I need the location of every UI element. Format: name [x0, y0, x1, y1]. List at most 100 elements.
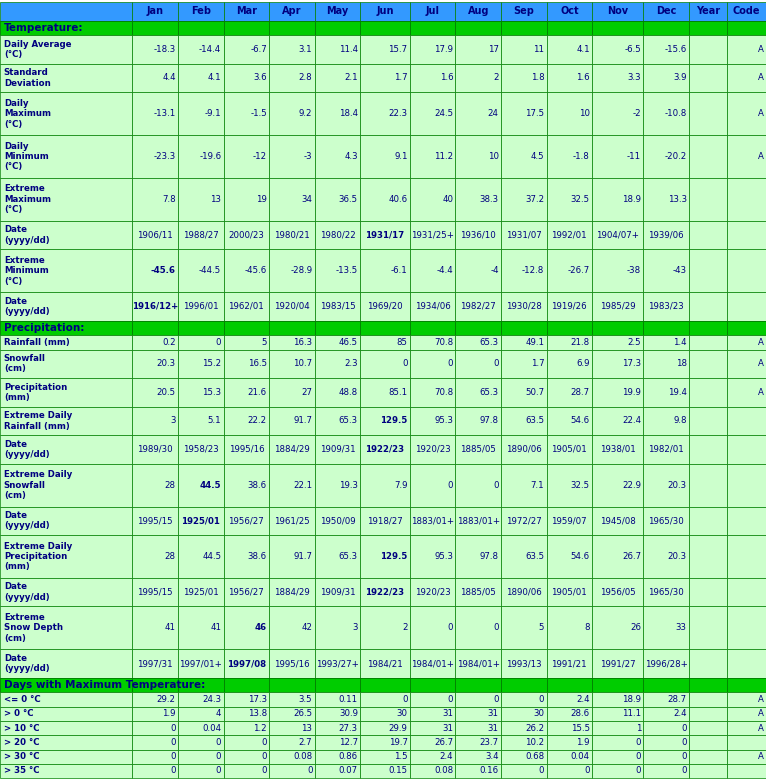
- Text: 22.2: 22.2: [247, 417, 267, 425]
- Text: -26.7: -26.7: [568, 266, 590, 275]
- Text: 13.3: 13.3: [667, 195, 686, 204]
- Text: 1980/22: 1980/22: [319, 230, 355, 239]
- Bar: [178, 335, 224, 349]
- Text: 0.04: 0.04: [571, 752, 590, 761]
- Text: -45.6: -45.6: [151, 266, 175, 275]
- Bar: [501, 707, 547, 721]
- Bar: [643, 678, 689, 693]
- Text: 18.9: 18.9: [622, 195, 641, 204]
- Bar: [456, 250, 501, 292]
- Text: -15.6: -15.6: [664, 45, 686, 54]
- Bar: [592, 135, 643, 178]
- Bar: [410, 221, 456, 250]
- Text: 42: 42: [301, 623, 313, 633]
- Text: 1.7: 1.7: [531, 360, 545, 368]
- Bar: [0, 707, 133, 721]
- Bar: [133, 693, 178, 707]
- Text: Standard
Deviation: Standard Deviation: [4, 69, 51, 87]
- Text: Precipitation
(mm): Precipitation (mm): [4, 383, 67, 402]
- Bar: [547, 463, 592, 506]
- Text: 1980/21: 1980/21: [274, 230, 309, 239]
- Text: > 0 °C: > 0 °C: [4, 709, 34, 718]
- Bar: [547, 135, 592, 178]
- Bar: [501, 463, 547, 506]
- Text: 0: 0: [493, 360, 499, 368]
- Text: Aug: Aug: [467, 6, 489, 16]
- Bar: [689, 678, 727, 693]
- Text: 0: 0: [681, 738, 686, 747]
- Bar: [0, 321, 133, 335]
- Text: -38: -38: [627, 266, 641, 275]
- Bar: [501, 64, 547, 92]
- Text: 1997/31: 1997/31: [137, 659, 173, 668]
- Bar: [269, 578, 315, 606]
- Text: 129.5: 129.5: [381, 417, 408, 425]
- Text: 1931/25+: 1931/25+: [411, 230, 454, 239]
- Text: -9.1: -9.1: [205, 109, 221, 118]
- Bar: [0, 678, 133, 693]
- Bar: [0, 20, 766, 35]
- Text: 95.3: 95.3: [434, 552, 453, 561]
- Text: -19.6: -19.6: [199, 152, 221, 161]
- Text: 65.3: 65.3: [339, 417, 358, 425]
- Bar: [547, 221, 592, 250]
- Text: 10: 10: [579, 109, 590, 118]
- Text: 1991/27: 1991/27: [600, 659, 636, 668]
- Text: Nov: Nov: [607, 6, 628, 16]
- Bar: [178, 35, 224, 64]
- Bar: [224, 463, 269, 506]
- Bar: [410, 764, 456, 778]
- Bar: [727, 506, 766, 535]
- Text: 1890/06: 1890/06: [506, 587, 542, 597]
- Bar: [592, 736, 643, 750]
- Bar: [410, 335, 456, 349]
- Bar: [547, 707, 592, 721]
- Text: A: A: [758, 695, 764, 704]
- Bar: [689, 764, 727, 778]
- Text: 1.6: 1.6: [576, 73, 590, 83]
- Bar: [178, 693, 224, 707]
- Text: 0: 0: [170, 738, 175, 747]
- Text: 2.7: 2.7: [299, 738, 313, 747]
- Text: 0.16: 0.16: [480, 767, 499, 775]
- Bar: [727, 578, 766, 606]
- Bar: [592, 463, 643, 506]
- Bar: [456, 606, 501, 649]
- Text: 4: 4: [216, 709, 221, 718]
- Bar: [224, 736, 269, 750]
- Text: 3.3: 3.3: [627, 73, 641, 83]
- Text: A: A: [758, 73, 764, 83]
- Bar: [592, 178, 643, 221]
- Text: 0.2: 0.2: [162, 338, 175, 347]
- Bar: [0, 506, 133, 535]
- Bar: [360, 435, 410, 463]
- Text: 36.5: 36.5: [339, 195, 358, 204]
- Bar: [269, 221, 315, 250]
- Text: 1930/28: 1930/28: [506, 302, 542, 311]
- Bar: [410, 707, 456, 721]
- Bar: [410, 292, 456, 321]
- Bar: [315, 764, 360, 778]
- Bar: [315, 178, 360, 221]
- Bar: [727, 649, 766, 678]
- Bar: [410, 463, 456, 506]
- Bar: [360, 678, 410, 693]
- Bar: [456, 707, 501, 721]
- Bar: [727, 321, 766, 335]
- Bar: [727, 64, 766, 92]
- Text: 1956/27: 1956/27: [228, 516, 264, 525]
- Text: 10.2: 10.2: [525, 738, 545, 747]
- Bar: [547, 92, 592, 135]
- Bar: [592, 250, 643, 292]
- Text: 46.5: 46.5: [339, 338, 358, 347]
- Bar: [689, 135, 727, 178]
- Bar: [410, 349, 456, 378]
- Bar: [592, 321, 643, 335]
- Bar: [178, 406, 224, 435]
- Bar: [133, 20, 178, 35]
- Bar: [410, 378, 456, 406]
- Text: 1885/05: 1885/05: [460, 445, 496, 454]
- Bar: [315, 736, 360, 750]
- Bar: [360, 721, 410, 736]
- Bar: [592, 693, 643, 707]
